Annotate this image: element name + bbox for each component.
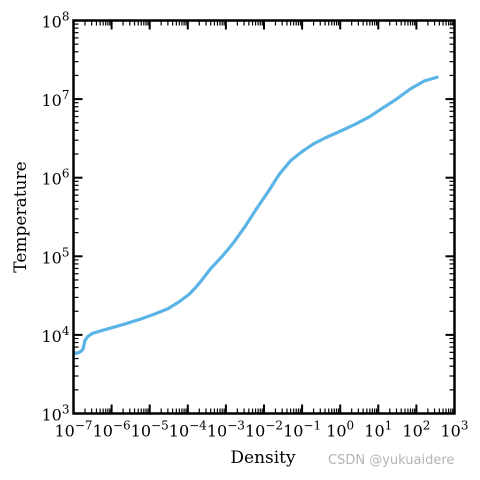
y-tick-label: 106 [42,167,70,189]
x-tick-label: 10−1 [283,419,321,441]
ticks-group [72,19,456,415]
x-tick-label: 101 [364,419,392,441]
y-tick-label: 104 [42,324,70,346]
plot-frame [72,19,456,415]
tick-labels-group: 10−7 10−6 10−5 10−4 10−3 10−2 10−1 100 101 102 103… [42,10,469,441]
x-tick-label: 103 [441,419,469,441]
y-tick-label: 108 [42,10,70,32]
series-line-0 [72,75,439,356]
x-tick-label: 100 [326,419,354,441]
x-tick-label: 10−2 [245,419,283,441]
x-tick-label: 10−7 [54,419,92,441]
y-tick-label: 107 [42,88,70,110]
y-axis-label: Temperature [11,161,31,272]
watermark: CSDN @yukuaidere [328,453,455,468]
y-tick-label: 103 [42,403,70,425]
x-tick-label: 10−4 [169,419,207,441]
x-axis-label: Density [230,448,296,468]
x-tick-label: 102 [402,419,430,441]
x-tick-label: 10−5 [131,419,169,441]
x-tick-label: 10−3 [207,419,245,441]
x-tick-label: 10−6 [93,419,131,441]
y-tick-label: 105 [42,245,70,267]
series-layer [72,75,439,356]
